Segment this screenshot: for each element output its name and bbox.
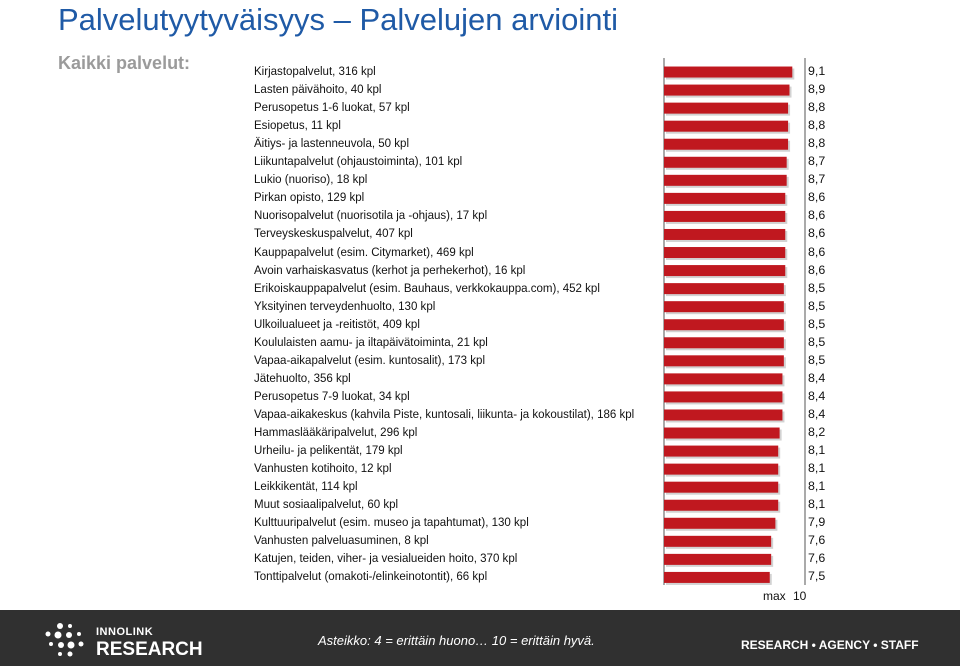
page-title: Palvelutyytyväisyys – Palvelujen arvioin… xyxy=(58,2,618,37)
value-label: 8,5 xyxy=(808,334,826,349)
value-label: 8,6 xyxy=(808,244,826,259)
bar-chart xyxy=(663,58,806,585)
category-label: Yksityinen terveydenhuolto, 130 kpl xyxy=(254,298,436,313)
value-label: 8,5 xyxy=(808,352,826,367)
logo-dots-icon xyxy=(45,623,84,657)
bar xyxy=(664,373,783,385)
category-label: Jätehuolto, 356 kpl xyxy=(254,370,351,385)
page-subtitle: Kaikki palvelut: xyxy=(58,53,191,73)
bar xyxy=(664,84,790,96)
bar xyxy=(664,427,780,439)
category-label: Tonttipalvelut (omakoti-/elinkeinotontit… xyxy=(254,569,488,584)
value-label: 8,9 xyxy=(808,82,826,97)
category-label: Äitiys- ja lastenneuvola, 50 kpl xyxy=(254,136,410,151)
bar xyxy=(664,391,783,403)
value-label: 8,1 xyxy=(808,497,826,512)
bar xyxy=(664,355,784,367)
value-label: 7,5 xyxy=(808,569,826,584)
footer-tagline: RESEARCH • AGENCY • STAFF xyxy=(741,638,919,652)
category-label: Hammaslääkäripalvelut, 296 kpl xyxy=(254,425,418,440)
bar xyxy=(664,409,783,421)
value-label: 8,5 xyxy=(808,280,826,295)
value-label: 8,6 xyxy=(808,208,826,223)
category-label: Urheilu- ja pelikentät, 179 kpl xyxy=(254,443,403,458)
category-label: Kirjastopalvelut, 316 kpl xyxy=(254,64,376,79)
bar xyxy=(664,571,770,583)
category-label: Liikuntapalvelut (ohjaustoiminta), 101 k… xyxy=(254,154,463,169)
category-label: Nuorisopalvelut (nuorisotila ja -ohjaus)… xyxy=(254,208,488,223)
bar xyxy=(664,283,784,295)
value-label: 8,8 xyxy=(808,118,826,133)
category-label: Kulttuuripalvelut (esim. museo ja tapaht… xyxy=(254,515,529,530)
bar xyxy=(664,445,779,457)
value-label: 7,9 xyxy=(808,515,826,530)
category-label: Ulkoilualueet ja -reitistöt, 409 kpl xyxy=(254,316,420,331)
value-label: 8,2 xyxy=(808,425,826,440)
bar xyxy=(664,210,786,222)
category-label: Katujen, teiden, viher- ja vesialueiden … xyxy=(254,551,518,566)
scale-note: Asteikko: 4 = erittäin huono… 10 = eritt… xyxy=(318,633,595,648)
bar xyxy=(664,156,787,168)
bar xyxy=(664,517,776,529)
value-label: 8,8 xyxy=(808,100,826,115)
category-label: Perusopetus 1-6 luokat, 57 kpl xyxy=(254,100,410,115)
logo-text-research: RESEARCH xyxy=(96,639,203,660)
value-label: 8,7 xyxy=(808,154,826,169)
bar xyxy=(664,463,779,475)
value-label: 8,7 xyxy=(808,172,826,187)
value-label: 8,6 xyxy=(808,190,826,205)
bar xyxy=(664,66,793,78)
bar xyxy=(664,102,789,114)
bar xyxy=(664,120,789,132)
category-label: Vapaa-aikakeskus (kahvila Piste, kuntosa… xyxy=(254,406,635,421)
category-label: Avoin varhaiskasvatus (kerhot ja perheke… xyxy=(254,262,526,277)
bar xyxy=(664,499,779,511)
category-label: Terveyskeskuspalvelut, 407 kpl xyxy=(254,226,413,241)
category-label: Pirkan opisto, 129 kpl xyxy=(254,190,365,205)
axis-max-value: 10 xyxy=(793,589,807,603)
value-label: 8,1 xyxy=(808,461,826,476)
bar xyxy=(664,138,789,150)
category-label: Vanhusten palveluasuminen, 8 kpl xyxy=(254,533,429,548)
bar xyxy=(664,192,786,204)
bar xyxy=(664,337,784,349)
category-label: Lasten päivähoito, 40 kpl xyxy=(254,82,382,97)
logo-text-innolink: INNOLINK xyxy=(96,626,154,638)
category-label: Vanhusten kotihoito, 12 kpl xyxy=(254,461,392,476)
value-label: 8,6 xyxy=(808,262,826,277)
category-label: Esiopetus, 11 kpl xyxy=(254,118,341,133)
value-label: 8,6 xyxy=(808,226,826,241)
value-label: 8,4 xyxy=(808,388,826,403)
value-label: 8,8 xyxy=(808,136,826,151)
bar xyxy=(664,553,772,565)
category-label: Vapaa-aikapalvelut (esim. kuntosalit), 1… xyxy=(254,352,486,367)
bar xyxy=(664,228,786,240)
value-label: 8,5 xyxy=(808,316,826,331)
footer-bar xyxy=(0,610,960,666)
bar xyxy=(664,319,784,331)
value-label: 8,5 xyxy=(808,298,826,313)
bar xyxy=(664,535,772,547)
bar xyxy=(664,301,784,313)
category-label: Muut sosiaalipalvelut, 60 kpl xyxy=(254,497,399,512)
category-label: Koululaisten aamu- ja iltapäivätoiminta,… xyxy=(254,334,488,349)
category-label: Perusopetus 7-9 luokat, 34 kpl xyxy=(254,388,410,403)
bar xyxy=(664,265,786,277)
category-label: Leikkikentät, 114 kpl xyxy=(254,479,358,494)
value-label: 8,4 xyxy=(808,406,826,421)
value-label: 8,1 xyxy=(808,443,826,458)
bar xyxy=(664,481,779,493)
value-label: 8,1 xyxy=(808,479,826,494)
value-label: 7,6 xyxy=(808,533,826,548)
category-label: Erikoiskauppapalvelut (esim. Bauhaus, ve… xyxy=(254,280,600,295)
value-label: 8,4 xyxy=(808,370,826,385)
category-label: Lukio (nuoriso), 18 kpl xyxy=(254,172,368,187)
bar xyxy=(664,174,787,186)
category-label: Kauppapalvelut (esim. Citymarket), 469 k… xyxy=(254,244,474,259)
value-label: 7,6 xyxy=(808,551,826,566)
bar xyxy=(664,247,786,259)
value-label: 9,1 xyxy=(808,64,826,79)
axis-max-label: max xyxy=(763,589,786,603)
